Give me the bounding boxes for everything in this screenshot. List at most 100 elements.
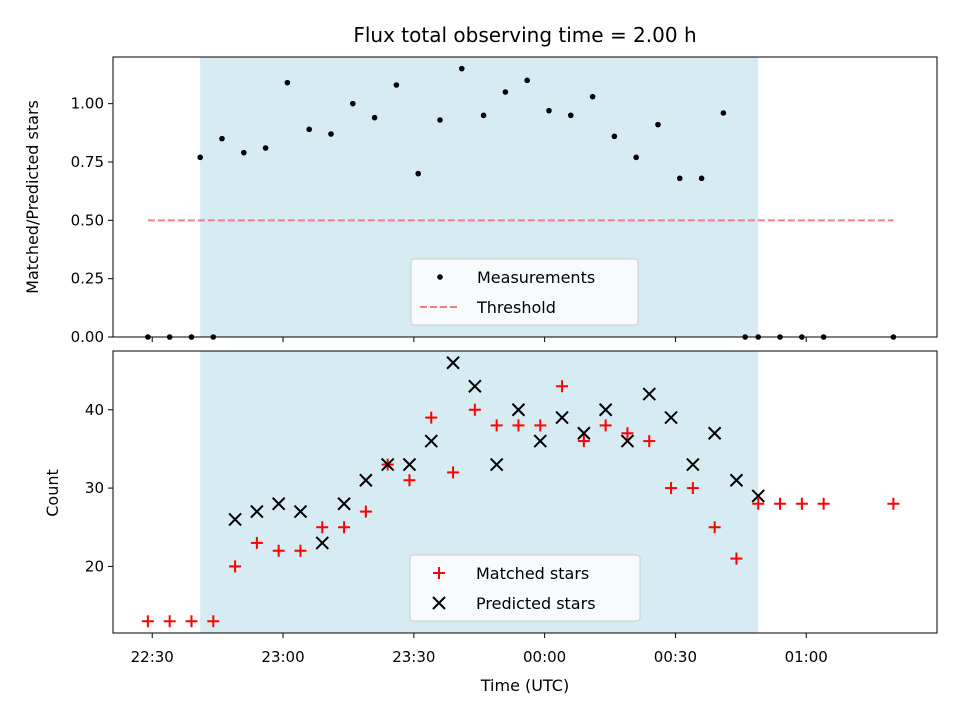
measurement-point: [415, 170, 421, 177]
predicted-point: [642, 387, 656, 401]
matched-point: [643, 435, 656, 448]
bottom-plot-frame: [112, 350, 938, 634]
matched-point: [795, 497, 808, 510]
predicted-point: [555, 410, 569, 425]
measurement-point: [219, 135, 225, 142]
legend-threshold-label: Threshold: [476, 298, 556, 317]
y-tick-label: 40: [85, 401, 104, 419]
measurement-point: [349, 100, 356, 107]
bottom-marks: [141, 356, 900, 628]
predicted-point: [250, 504, 264, 519]
matched-point: [490, 419, 503, 432]
matched-point: [338, 521, 351, 534]
matched-point: [599, 419, 612, 432]
predicted-point: [468, 379, 482, 393]
predicted-point: [228, 512, 242, 527]
matched-point: [403, 474, 416, 487]
top-y-ticks: 0.00 0.25 0.50 0.75 1.00: [71, 95, 113, 346]
bottom-x-ticks: 22:30 23:00 23:30 00:00 00:30 01:00: [131, 633, 828, 666]
y-tick-label: 30: [85, 479, 104, 497]
measurement-point: [262, 145, 269, 151]
measurement-point: [458, 65, 465, 72]
matched-point: [141, 615, 154, 628]
top-plot-frame: [112, 56, 938, 338]
top-y-axis-label: Matched/Predicted stars: [23, 100, 42, 294]
measurement-point: [306, 126, 312, 133]
matched-point: [577, 435, 590, 448]
predicted-point: [686, 457, 700, 472]
y-tick-label: 1.00: [71, 95, 104, 113]
measurement-point: [393, 82, 400, 88]
predicted-point: [664, 410, 678, 425]
matched-point: [534, 419, 547, 432]
matched-point: [468, 403, 481, 416]
matched-point: [512, 419, 525, 432]
top-x-ticks: [151, 337, 807, 342]
matched-point: [665, 482, 678, 495]
measurement-point: [567, 112, 574, 119]
x-tick-label: 01:00: [785, 648, 828, 666]
predicted-point: [380, 457, 395, 472]
measurement-point: [328, 131, 334, 137]
predicted-point: [337, 497, 351, 511]
matched-point: [686, 482, 699, 495]
top-panel: 0.00 0.25 0.50 0.75 1.00 Flux total observin…: [23, 23, 938, 346]
x-tick-label: 00:30: [654, 648, 697, 666]
matched-point: [359, 505, 372, 518]
matched-point: [774, 497, 787, 510]
measurement-point: [502, 89, 509, 95]
matched-point: [621, 427, 634, 440]
predicted-point: [315, 536, 329, 550]
legend-predicted-marker: [432, 596, 446, 610]
predicted-point: [598, 403, 613, 417]
predicted-point: [729, 473, 744, 487]
measurement-point: [546, 107, 552, 114]
matched-point: [556, 380, 569, 393]
bottom-legend: Matched stars Predicted stars: [409, 554, 641, 622]
measurement-point: [480, 112, 487, 119]
measurement-point: [197, 154, 203, 161]
predicted-point: [533, 434, 547, 448]
matched-point: [817, 497, 830, 510]
measurement-point: [437, 117, 443, 123]
y-tick-label: 20: [85, 557, 104, 575]
bottom-y-axis-label: Count: [43, 469, 62, 517]
matched-point: [708, 521, 721, 534]
matched-point: [887, 497, 900, 510]
measurement-point: [698, 175, 705, 182]
matched-point: [316, 521, 329, 534]
matched-point: [425, 411, 438, 424]
x-tick-label: 23:00: [261, 648, 304, 666]
bottom-legend-box: [409, 554, 641, 622]
matched-point: [730, 552, 743, 565]
bottom-y-ticks: 20 30 40: [85, 401, 113, 575]
top-legend: Measurements Threshold: [410, 258, 639, 326]
measurement-point: [240, 149, 247, 156]
legend-matched-marker: [433, 567, 445, 579]
measurement-point: [720, 110, 727, 116]
predicted-point: [402, 457, 417, 472]
legend-measurements-marker: [437, 274, 443, 280]
predicted-point: [577, 426, 591, 440]
x-tick-label: 23:30: [392, 648, 435, 666]
predicted-point: [489, 457, 504, 472]
legend-matched-label: Matched stars: [476, 564, 589, 583]
measurement-point: [589, 93, 596, 100]
top-marks: [145, 65, 897, 340]
legend-measurements-label: Measurements: [477, 268, 595, 287]
predicted-point: [359, 473, 373, 487]
measurement-point: [633, 154, 639, 161]
matched-point: [229, 560, 242, 573]
predicted-point: [293, 504, 308, 519]
measurement-point: [524, 77, 530, 84]
x-tick-label: 00:00: [523, 648, 566, 666]
y-tick-label: 0.00: [71, 328, 104, 346]
measurement-point: [611, 133, 618, 140]
matched-point: [163, 615, 176, 628]
measurement-point: [655, 121, 661, 128]
legend-predicted-label: Predicted stars: [476, 594, 596, 613]
measurement-point: [284, 79, 291, 86]
y-tick-label: 0.75: [71, 153, 104, 171]
measurement-point: [676, 175, 683, 182]
